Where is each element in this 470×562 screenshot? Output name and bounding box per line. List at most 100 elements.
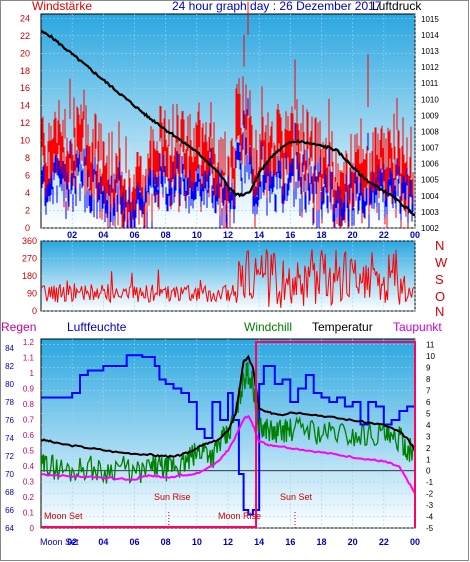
wind-x-tick-label: 18 <box>316 230 326 240</box>
direction-tick-label: 360 <box>22 236 37 246</box>
rain-tick-label: 0.1 <box>23 509 35 518</box>
windchill-line <box>40 361 416 485</box>
humidity-tick-label: 80 <box>5 380 14 389</box>
temperature-x-tick-label: 20 <box>348 537 358 547</box>
direction-tick-label: 270 <box>22 254 37 264</box>
temperature-x-tick-label: 16 <box>285 537 295 547</box>
taupunkt-label: Taupunkt <box>393 320 442 334</box>
temperature-tick-label: 3 <box>426 432 431 441</box>
humidity-tick-label: 72 <box>5 452 14 461</box>
temperature-x-tick-label: 08 <box>161 537 171 547</box>
event-moon-set-1: Moon Set <box>44 511 83 521</box>
rain-tick-label: 0 <box>30 524 35 533</box>
humidity-tick-label: 74 <box>5 434 14 443</box>
pressure-tick-label: 1009 <box>421 111 439 120</box>
rain-marker <box>41 341 416 528</box>
direction-tick-label: 0 <box>32 306 37 316</box>
rain-tick-label: 0.2 <box>23 493 35 502</box>
humidity-tick-label: 84 <box>5 344 14 353</box>
rain-tick-label: 0.4 <box>23 462 35 471</box>
temperature-x-tick-label: 12 <box>223 537 233 547</box>
humidity-tick-label: 76 <box>5 416 14 425</box>
temperature-x-tick-label: 18 <box>316 537 326 547</box>
wind-tick-label: 4 <box>25 188 30 198</box>
temperatur-label: Temperatur <box>312 320 373 334</box>
pressure-tick-label: 1015 <box>421 15 439 24</box>
compass-labels: N W S O N <box>435 238 448 319</box>
pressure-tick-label: 1011 <box>421 79 439 88</box>
temperature-tick-label: 11 <box>426 341 435 350</box>
direction-tick-label: 180 <box>22 271 37 281</box>
wind-tick-label: 0 <box>25 223 30 233</box>
humidity-tick-label: 64 <box>5 524 14 533</box>
wind-x-tick-label: 10 <box>192 230 202 240</box>
wind-x-tick-label: 14 <box>254 230 264 240</box>
rain-outline <box>41 341 416 528</box>
temperature-tick-label: 1 <box>426 455 431 464</box>
event-moon-rise: Moon Rise <box>218 511 261 521</box>
wind-x-tick-label: 22 <box>379 230 389 240</box>
wind-tick-label: 8 <box>25 153 30 163</box>
wind-x-tick-label: 02 <box>67 230 77 240</box>
temperature-x-tick-label: 04 <box>98 537 108 547</box>
wind-tick-label: 10 <box>20 136 30 146</box>
event-moon-set-2: Moon Set <box>40 537 79 547</box>
temperature-x-tick-label: 22 <box>379 537 389 547</box>
temperature-tick-label: 0 <box>426 467 431 476</box>
wind-tick-label: 12 <box>20 118 30 128</box>
humidity-tick-label: 66 <box>5 506 14 515</box>
pressure-tick-label: 1013 <box>421 47 439 56</box>
wind-tick-label: 16 <box>20 83 30 93</box>
humidity-tick-label: 70 <box>5 470 14 479</box>
wind-x-tick-label: 06 <box>129 230 139 240</box>
wind-tick-label: 2 <box>25 206 30 216</box>
wind-tick-label: 20 <box>20 48 30 58</box>
dewpoint-line <box>40 414 416 495</box>
temperature-tick-label: 9 <box>426 364 431 373</box>
temperature-line <box>40 354 416 459</box>
temperature-x-tick-label: 02 <box>67 537 77 547</box>
event-sun-set: Sun Set <box>280 492 313 502</box>
event-sun-rise: Sun Rise <box>154 492 191 502</box>
humidity-y-axis: 64 66 68 70 72 74 76 78 80 82 84 <box>5 344 14 533</box>
wind-x-tick-label: 20 <box>348 230 358 240</box>
humidity-tick-label: 82 <box>5 362 14 371</box>
rain-tick-label: 1.2 <box>23 338 35 347</box>
rain-tick-label: 0.9 <box>23 385 35 394</box>
compass-o: O <box>435 289 445 304</box>
direction-tick-label: 90 <box>27 289 37 299</box>
pressure-tick-label: 1010 <box>421 95 439 104</box>
temperature-tick-label: -5 <box>426 524 434 533</box>
pressure-line <box>40 29 416 217</box>
compass-n-top: N <box>435 238 444 253</box>
wind-x-tick-label: 16 <box>285 230 295 240</box>
direction-y-axis: 360 270 180 90 0 <box>22 236 37 316</box>
wind-tick-label: 6 <box>25 171 30 181</box>
pressure-tick-label: 1012 <box>421 63 439 72</box>
regen-label: Regen <box>1 320 36 334</box>
rain-y-axis: 0 0.1 0.2 0.3 0.4 0.5 0.6 0.7 0.8 0.9 1 1.1 1.2 <box>23 338 35 533</box>
temperature-tick-label: 10 <box>426 352 435 361</box>
temperature-x-tick-label: 06 <box>129 537 139 547</box>
wind-tick-label: 14 <box>20 101 30 111</box>
wind-tick-label: 22 <box>20 31 30 41</box>
pressure-tick-label: 1002 <box>421 224 439 233</box>
compass-n-bottom: N <box>435 304 444 319</box>
pressure-tick-label: 1008 <box>421 127 439 136</box>
humidity-line <box>41 354 416 516</box>
temperature-x-tick-label: 00 <box>410 537 420 547</box>
temperature-tick-label: -4 <box>426 513 434 522</box>
temperature-tick-label: -3 <box>426 501 434 510</box>
wind-title: Windstärke <box>32 0 92 13</box>
temperature-tick-label: 5 <box>426 409 431 418</box>
pressure-y-axis: 1002 1003 1004 1005 1006 1007 1008 1009 1010 1011… <box>421 15 439 233</box>
pressure-tick-label: 1014 <box>421 31 439 40</box>
windchill-label: Windchill <box>244 320 292 334</box>
rain-tick-label: 0.5 <box>23 447 35 456</box>
pressure-title: Luftdruck <box>372 0 422 13</box>
temperature-tick-label: 8 <box>426 375 431 384</box>
luftfeuchte-label: Luftfeuchte <box>67 320 127 334</box>
direction-panel <box>40 240 416 312</box>
